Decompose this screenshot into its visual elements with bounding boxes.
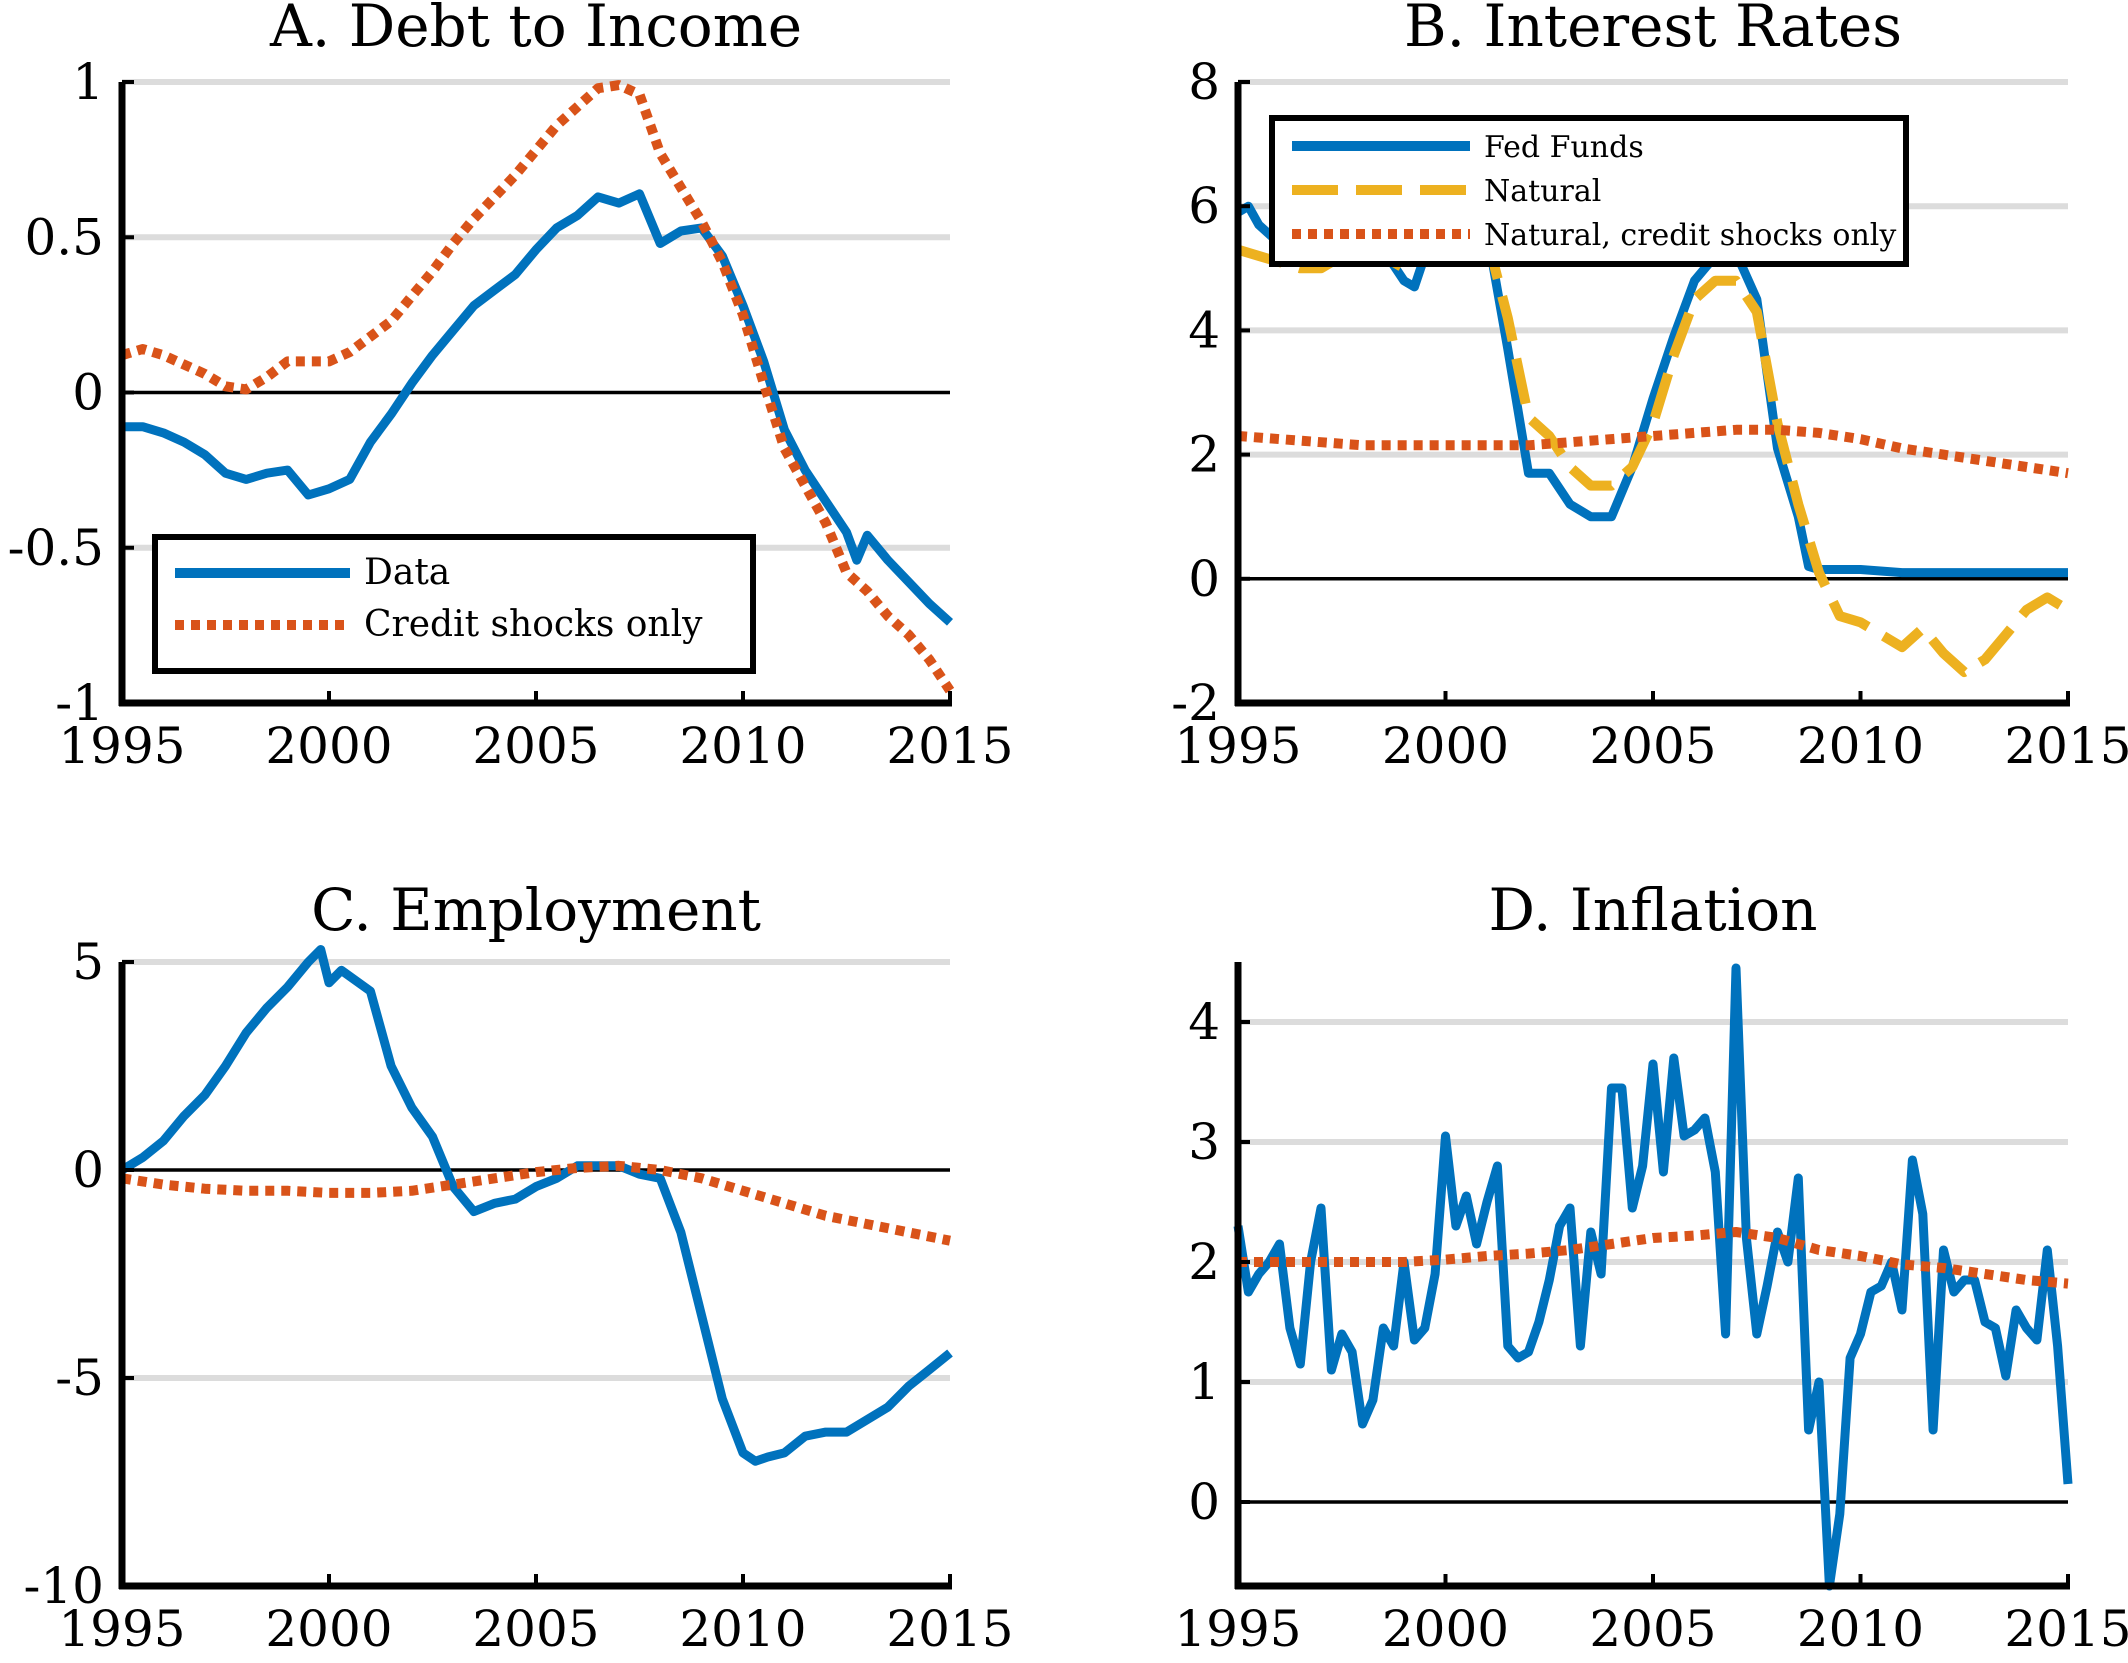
x-tick-label: 2015 bbox=[886, 1600, 1013, 1658]
legend-label: Credit shocks only bbox=[364, 604, 703, 645]
series-line-series-2 bbox=[1238, 1227, 2069, 1289]
series-line-credit-shocks-only bbox=[120, 80, 955, 694]
legend-label: Natural, credit shocks only bbox=[1484, 218, 1896, 253]
x-tick-label: 2005 bbox=[472, 1600, 599, 1658]
x-tick-label: 2005 bbox=[1589, 717, 1716, 775]
x-tick-label: 2005 bbox=[1589, 1600, 1716, 1658]
series-line-natural-credit-shocks-only bbox=[1237, 424, 2069, 479]
y-tick-label: 4 bbox=[1188, 301, 1220, 359]
y-tick-label: 0 bbox=[1188, 1473, 1220, 1531]
legend-box bbox=[152, 534, 756, 674]
y-tick-label: -0.5 bbox=[8, 519, 104, 577]
x-tick-label: 1995 bbox=[1174, 1600, 1301, 1658]
y-tick-label: 5 bbox=[72, 933, 104, 991]
panel-title: A. Debt to Income bbox=[269, 0, 802, 60]
x-tick-label: 2000 bbox=[265, 717, 392, 775]
x-tick-label: 2015 bbox=[2004, 1600, 2128, 1658]
x-tick-label: 1995 bbox=[1174, 717, 1301, 775]
legend-label: Natural bbox=[1484, 174, 1601, 209]
series-line-series-2 bbox=[121, 1160, 951, 1246]
y-tick-label: 0 bbox=[72, 1141, 104, 1199]
y-tick-label: -10 bbox=[23, 1557, 104, 1615]
panel-title: B. Interest Rates bbox=[1404, 0, 1902, 60]
y-tick-label: 2 bbox=[1188, 426, 1220, 484]
x-tick-label: 2010 bbox=[1797, 1600, 1924, 1658]
x-tick-label: 2010 bbox=[679, 717, 806, 775]
y-tick-label: 0 bbox=[1188, 550, 1220, 608]
y-tick-label: 2 bbox=[1188, 1233, 1220, 1291]
panel-d: 1995 2000 2005 2010 2015 0 1 2 3 4 D. Inflation bbox=[1174, 876, 2128, 1658]
y-tick-label: -2 bbox=[1171, 674, 1220, 732]
panel-c: 1995 2000 2005 2010 2015 -10 -5 0 5 C. Employment bbox=[23, 876, 1013, 1658]
y-tick-label: 3 bbox=[1188, 1113, 1220, 1171]
panel-title: D. Inflation bbox=[1489, 876, 1818, 944]
x-tick-label: 1995 bbox=[58, 717, 185, 775]
y-tick-label: 1 bbox=[1188, 1353, 1220, 1411]
x-tick-label: 2010 bbox=[679, 1600, 806, 1658]
y-tick-label: 0 bbox=[72, 364, 104, 422]
x-tick-label: 2015 bbox=[886, 717, 1013, 775]
x-tick-label: 2000 bbox=[1382, 1600, 1509, 1658]
x-tick-label: 2005 bbox=[472, 717, 599, 775]
legend: Data Credit shocks only bbox=[152, 534, 756, 674]
y-tick-label: 1 bbox=[72, 53, 104, 111]
legend-label: Data bbox=[364, 552, 450, 593]
x-tick-label: 1995 bbox=[58, 1600, 185, 1658]
panel-a: 1995 2000 2005 2010 2015 -1 -0.5 0 0.5 1 A. Debt t… bbox=[8, 0, 1014, 775]
y-tick-label: -1 bbox=[55, 674, 104, 732]
series-line-series-1 bbox=[1233, 963, 2073, 1591]
y-tick-label: -5 bbox=[55, 1349, 104, 1407]
panel-title: C. Employment bbox=[311, 876, 761, 944]
series-line-data bbox=[122, 189, 954, 626]
y-tick-label: 6 bbox=[1188, 177, 1220, 235]
y-tick-label: 0.5 bbox=[24, 208, 104, 266]
series-line-series-1 bbox=[119, 945, 953, 1466]
legend-label: Fed Funds bbox=[1484, 130, 1644, 165]
legend: Fed Funds Natural Natural, credit shocks o… bbox=[1269, 115, 1909, 267]
panel-b: 1995 2000 2005 2010 2015 -2 0 2 4 6 8 B. Interest R… bbox=[1171, 0, 2128, 775]
x-tick-label: 2015 bbox=[2004, 717, 2128, 775]
x-tick-label: 2010 bbox=[1797, 717, 1924, 775]
x-tick-label: 2000 bbox=[265, 1600, 392, 1658]
x-tick-label: 2000 bbox=[1382, 717, 1509, 775]
y-tick-label: 4 bbox=[1188, 993, 1220, 1051]
y-tick-label: 8 bbox=[1188, 53, 1220, 111]
